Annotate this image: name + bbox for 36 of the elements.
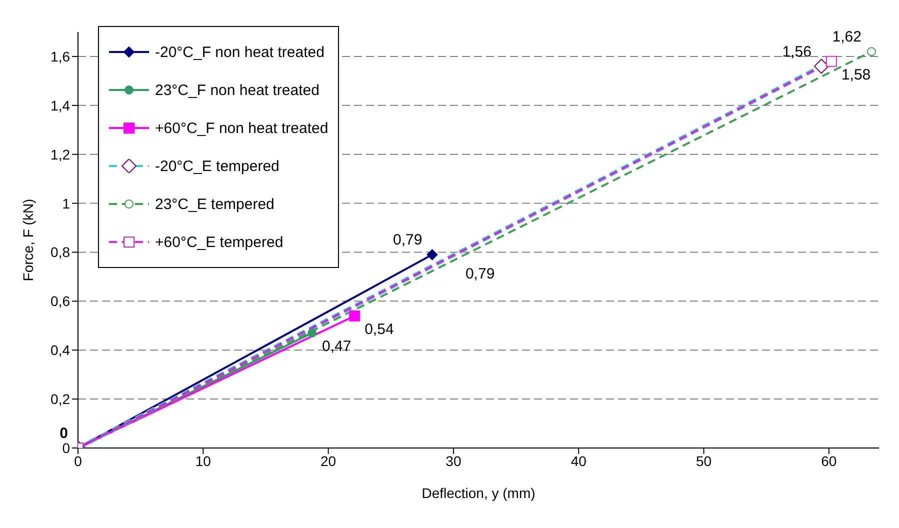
- legend-label: -20°C_F non heat treated: [155, 44, 324, 60]
- legend-label: -20°C_E tempered: [155, 158, 280, 174]
- point: [866, 47, 876, 56]
- y-tick-label: 0: [62, 440, 70, 456]
- y-tick-label: 0,8: [50, 244, 70, 260]
- y-tick-label: 1: [62, 195, 70, 212]
- x-axis-title: Deflection, y (mm): [422, 485, 536, 501]
- y-tick-label: 0,2: [50, 391, 70, 408]
- x-tick-label: 40: [570, 452, 587, 469]
- point: [826, 56, 837, 67]
- y-tick-label: 1,6: [50, 48, 70, 64]
- x-tick-label: 30: [446, 452, 462, 469]
- x-tick-label: 60: [821, 452, 837, 469]
- y-tick-label: 1,2: [50, 146, 70, 162]
- point: [308, 328, 317, 338]
- legend-label: 23°C_E tempered: [155, 196, 274, 212]
- point: [426, 249, 438, 260]
- y-tick-label: 1,4: [50, 97, 70, 114]
- x-tick-label: 50: [696, 452, 712, 469]
- y-tick-label: 0,6: [50, 293, 70, 310]
- x-tick-label: 10: [195, 452, 212, 469]
- point: [349, 310, 360, 322]
- data-label: 0,79: [392, 232, 422, 249]
- x-tick-label: 0: [74, 452, 82, 469]
- annotation: 0,79: [465, 266, 495, 283]
- legend-label: +60°C_F non heat treated: [155, 120, 328, 136]
- data-label: 0,47: [322, 338, 352, 355]
- data-label: 0,54: [364, 320, 394, 338]
- data-label: 1,58: [841, 66, 871, 84]
- legend-label: +60°C_E tempered: [155, 234, 284, 250]
- data-label: 1,62: [832, 28, 862, 46]
- data-label: 1,56: [782, 43, 812, 60]
- legend-label: 23°C_F non heat treated: [155, 82, 320, 98]
- y-axis-title: Force, F (kN): [20, 198, 36, 282]
- x-tick-label: 20: [320, 452, 336, 469]
- y-tick-label: 0,4: [50, 342, 70, 358]
